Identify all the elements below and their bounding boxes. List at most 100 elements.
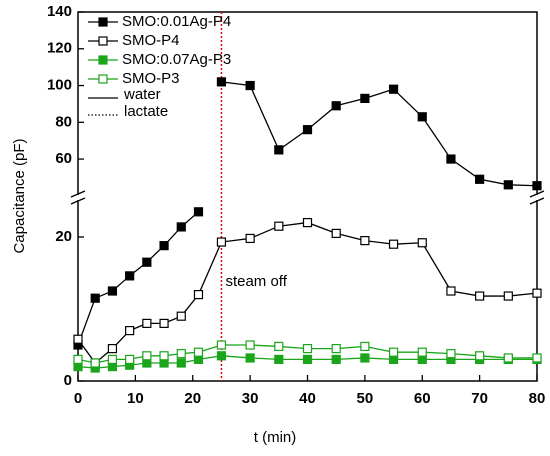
y-tick-label: 100 <box>47 77 72 94</box>
x-tick-label: 60 <box>414 390 431 407</box>
break-mark <box>529 190 545 198</box>
break-mark <box>70 197 86 205</box>
x-tick-label: 80 <box>529 390 546 407</box>
marker <box>417 238 427 248</box>
marker <box>142 257 152 267</box>
y-tick-label: 120 <box>47 40 72 57</box>
y-tick-label: 20 <box>55 228 72 245</box>
marker <box>446 349 456 359</box>
marker <box>159 241 169 251</box>
break-mark <box>529 197 545 205</box>
marker <box>125 354 135 364</box>
marker <box>176 358 186 368</box>
marker <box>417 112 427 122</box>
x-tick-label: 10 <box>127 390 144 407</box>
marker <box>532 181 542 191</box>
series-line <box>77 221 538 364</box>
marker <box>90 293 100 303</box>
marker <box>107 354 118 364</box>
x-tick-label: 20 <box>184 390 201 407</box>
marker <box>302 125 313 135</box>
marker <box>388 347 399 357</box>
marker <box>532 288 542 298</box>
legend-label: SMO:0.01Ag-P4 <box>122 13 231 30</box>
x-tick-label: 70 <box>471 390 488 407</box>
y-tick-label: 60 <box>55 150 72 167</box>
annotation: steam off <box>225 273 287 290</box>
marker <box>331 344 341 354</box>
legend-marker <box>98 55 108 65</box>
marker <box>176 222 186 232</box>
marker <box>193 207 204 217</box>
marker <box>503 291 513 301</box>
marker <box>245 80 255 91</box>
axis-break <box>531 195 543 200</box>
marker <box>107 286 118 296</box>
marker <box>302 354 313 364</box>
marker <box>302 218 313 228</box>
marker <box>360 236 370 246</box>
marker <box>331 101 341 111</box>
marker <box>532 353 542 363</box>
marker <box>73 354 83 364</box>
marker <box>446 154 456 164</box>
marker <box>331 354 341 364</box>
marker <box>90 358 100 368</box>
legend-marker <box>98 17 108 27</box>
marker <box>302 344 313 354</box>
legend-style-label: water <box>123 86 161 103</box>
x-tick-label: 50 <box>357 390 374 407</box>
marker <box>274 341 284 352</box>
marker <box>503 180 513 190</box>
marker <box>159 351 169 361</box>
marker <box>142 351 152 361</box>
marker <box>446 286 456 296</box>
x-tick-label: 40 <box>299 390 316 407</box>
legend-label: SMO-P3 <box>122 70 180 87</box>
marker <box>274 354 284 364</box>
x-tick-label: 0 <box>74 390 82 407</box>
marker <box>159 318 169 328</box>
y-tick-label: 0 <box>64 372 72 389</box>
marker <box>475 351 485 361</box>
marker <box>216 340 227 350</box>
break-mark <box>70 190 86 198</box>
marker <box>73 334 83 344</box>
marker <box>388 84 399 94</box>
legend-label: SMO:0.07Ag-P3 <box>122 51 231 68</box>
marker <box>142 318 152 328</box>
marker <box>475 174 485 184</box>
marker <box>216 237 227 247</box>
marker <box>503 353 513 363</box>
marker <box>216 77 227 87</box>
marker <box>245 353 255 363</box>
y-axis-label: Capacitance (pF) <box>11 138 28 253</box>
legend-marker <box>98 36 108 46</box>
x-tick-label: 30 <box>242 390 259 407</box>
legend-marker <box>98 74 108 84</box>
marker <box>125 326 135 336</box>
axis-break <box>72 195 84 200</box>
marker <box>176 349 186 359</box>
marker <box>360 93 370 104</box>
marker <box>331 228 341 238</box>
series-line <box>77 211 199 346</box>
marker <box>417 347 427 357</box>
y-tick-label: 140 <box>47 3 72 20</box>
marker <box>388 239 399 249</box>
marker <box>193 347 204 357</box>
y-tick-label: 80 <box>55 113 72 130</box>
marker <box>360 341 370 352</box>
marker <box>125 271 135 281</box>
marker <box>274 145 284 155</box>
marker <box>193 290 204 300</box>
marker <box>245 233 255 244</box>
legend-style-label: lactate <box>124 103 168 120</box>
x-axis-label: t (min) <box>254 429 297 446</box>
series-line <box>221 81 538 187</box>
marker <box>107 344 118 354</box>
marker <box>360 353 370 363</box>
marker <box>176 311 186 321</box>
